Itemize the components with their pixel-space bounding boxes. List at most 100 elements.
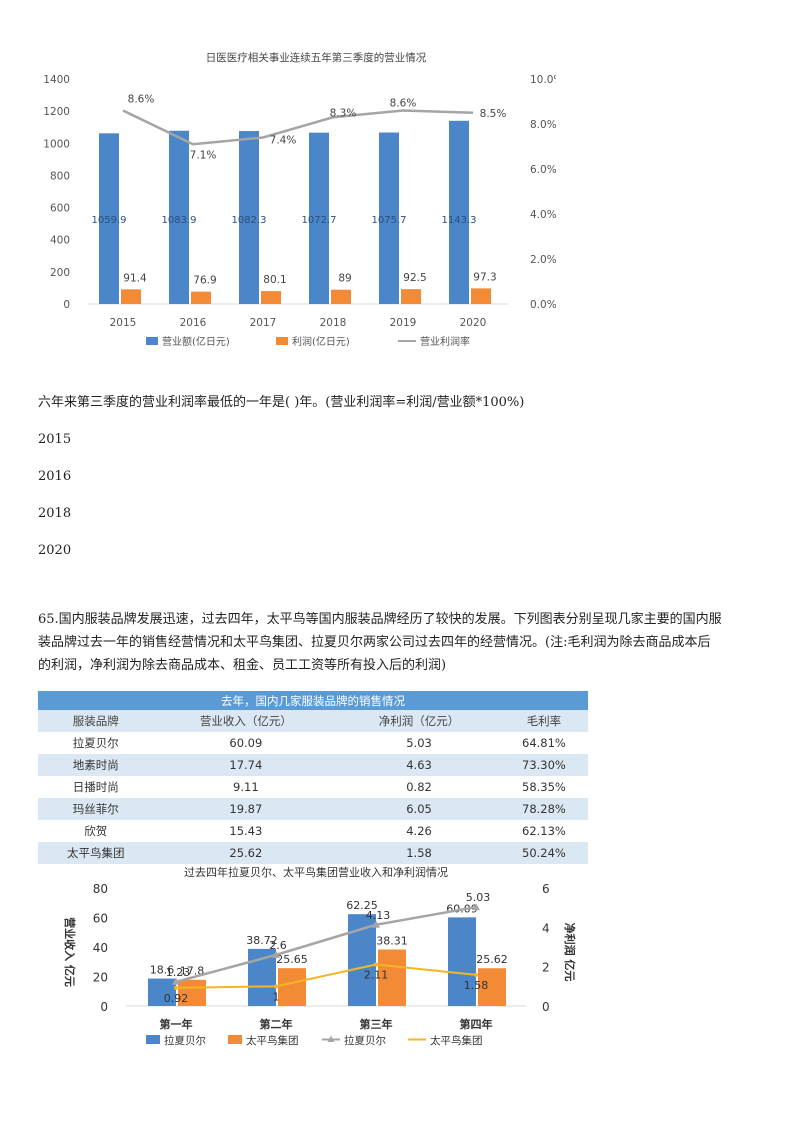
legend-label-tpn-profit: 太平鸟集团	[430, 1034, 483, 1047]
chart2-yleft-tick: 20	[93, 971, 108, 985]
chart1-bar-revenue-label: 1083.9	[162, 215, 197, 226]
chart2-bar-lxbe-revenue-label: 38.72	[246, 934, 278, 947]
chart1-bar-profit-label: 76.9	[193, 275, 216, 287]
chart1-bar-revenue	[309, 132, 329, 304]
legend-label-lxbe-profit: 拉夏贝尔	[344, 1034, 386, 1047]
chart1-x-tick: 2016	[180, 317, 207, 329]
chart1-bar-profit-label: 91.4	[123, 272, 147, 284]
chart2-bar-lxbe-revenue	[448, 917, 476, 1006]
chart1-rate-label: 8.3%	[330, 107, 357, 119]
chart1-yleft-tick: 1200	[43, 106, 70, 118]
legend-label-lxbe-revenue: 拉夏贝尔	[164, 1034, 206, 1047]
option-d[interactable]: 2020	[38, 543, 72, 558]
chart2-yleft-tick: 40	[93, 941, 108, 955]
chart2-tpn-profit-label: 0.92	[164, 992, 189, 1005]
chart1-yleft-tick: 0	[63, 299, 70, 311]
chart1-yleft-tick: 800	[50, 170, 70, 182]
chart2-bar-lxbe-revenue	[148, 978, 176, 1006]
option-b[interactable]: 2016	[38, 469, 72, 484]
table-cell: 58.35%	[499, 776, 588, 798]
chart1-bar-profit	[331, 289, 351, 304]
chart1-x-tick: 2018	[320, 317, 347, 329]
chart2-lxbe-profit-label: 1.23	[166, 966, 191, 979]
table-cell: 玛丝菲尔	[38, 798, 154, 820]
chart2-line-tpn-profit	[175, 963, 477, 989]
chart2-bar-lxbe-revenue-label: 18.6	[150, 964, 175, 977]
chart2-lxbe-profit-label: 2.6	[269, 939, 287, 952]
table-cell: 73.30%	[499, 754, 588, 776]
legend-label-tpn-revenue: 太平鸟集团	[246, 1034, 299, 1047]
option-c[interactable]: 2018	[38, 506, 72, 521]
chart2-marker-tpn-profit	[474, 972, 478, 977]
chart1-yright-tick: 10.0%	[530, 74, 556, 86]
legend-swatch-revenue	[146, 337, 158, 345]
chart2-title: 过去四年拉夏贝尔、太平鸟集团营业收入和净利润情况	[184, 865, 448, 879]
table-cell: 25.62	[153, 842, 339, 864]
chart1-bar-profit	[121, 289, 141, 304]
legend-swatch-profit	[276, 337, 288, 345]
table-title: 去年，国内几家服装品牌的销售情况	[38, 691, 588, 710]
chart2-tpn-profit-label: 1.58	[464, 979, 489, 992]
table-cell: 5.03	[338, 732, 500, 754]
chart2-bar-tpn-revenue-label: 17.8	[180, 965, 205, 978]
chart1-x-tick: 2019	[390, 317, 417, 329]
chart2-bar-tpn-revenue-label: 25.62	[476, 953, 508, 966]
table-row: 欣贺 15.43 4.26 62.13%	[38, 820, 588, 842]
chart2-tpn-profit-label: 1	[273, 990, 280, 1003]
chart2-yright-tick: 6	[542, 882, 550, 896]
chart1-legend: 营业额(亿日元) 利润(亿日元) 营业利润率	[146, 335, 470, 348]
chart2-marker-lxbe-profit	[372, 920, 380, 928]
chart2-x-tick: 第四年	[460, 1017, 493, 1031]
table-row: 拉夏贝尔 60.09 5.03 64.81%	[38, 732, 588, 754]
chart1-yleft-tick: 400	[50, 235, 70, 247]
chart1-bar-revenue	[169, 130, 189, 304]
chart1-yleft-tick: 1400	[43, 74, 70, 86]
table-cell: 19.87	[153, 798, 339, 820]
chart1-yright-tick: 8.0%	[530, 119, 556, 131]
chart1-bar-revenue	[239, 131, 259, 304]
chart1-rate-line	[122, 109, 474, 146]
chart1-x-tick: 2015	[110, 317, 137, 329]
chart2-yright-label: 净利润 亿元	[563, 923, 577, 982]
table-header-net-profit: 净利润（亿元）	[338, 710, 500, 732]
chart2-yleft-label: 营业收入 亿元	[63, 917, 77, 987]
option-a[interactable]: 2015	[38, 432, 72, 447]
chart1-bar-revenue-label: 1072.7	[302, 215, 337, 226]
chart1: 日医医疗相关事业连续五年第三季度的营业情况 1400 1200 1000 800 600…	[43, 51, 556, 348]
table-row: 玛丝菲尔 19.87 6.05 78.28%	[38, 798, 588, 820]
table-row: 地素时尚 17.74 4.63 73.30%	[38, 754, 588, 776]
chart2-line-lxbe-profit	[175, 905, 477, 984]
table-cell: 太平鸟集团	[38, 842, 154, 864]
table-cell: 64.81%	[499, 732, 588, 754]
chart1-bar-revenue	[99, 133, 119, 304]
chart1-bar-revenue	[379, 132, 399, 304]
chart1-bar-profit	[191, 291, 211, 304]
chart1-bar-profit	[471, 288, 491, 304]
question65-line2: 装品牌过去一年的销售经营情况和太平鸟集团、拉夏贝尔两家公司过去四年的经营情况。(…	[38, 635, 711, 650]
chart1-title: 日医医疗相关事业连续五年第三季度的营业情况	[206, 51, 427, 64]
chart2-x-tick: 第二年	[260, 1017, 293, 1031]
table-cell: 4.26	[338, 820, 500, 842]
chart1-rate-label: 7.4%	[270, 135, 297, 147]
chart1-yright-tick: 4.0%	[530, 209, 556, 221]
chart2-yleft-tick: 80	[93, 882, 108, 896]
chart1-x-tick: 2017	[250, 317, 277, 329]
chart2-bar-tpn-revenue-label: 25.65	[276, 953, 308, 966]
table-cell: 15.43	[153, 820, 339, 842]
question65-line3: 的利润，净利润为除去商品成本、租金、员工工资等所有投入后的利润)	[38, 658, 447, 673]
table-row: 太平鸟集团 25.62 1.58 50.24%	[38, 842, 588, 864]
chart2-bar-tpn-revenue	[378, 949, 406, 1006]
legend-label-rate: 营业利润率	[420, 335, 470, 348]
chart1-yright-tick: 0.0%	[530, 299, 556, 311]
chart2-lxbe-profit-label: 5.03	[466, 891, 491, 904]
chart2-yright-tick: 4	[542, 921, 550, 935]
chart1-bar-revenue	[449, 120, 469, 305]
legend-swatch-lxbe-revenue	[146, 1035, 160, 1044]
chart2-marker-lxbe-profit	[472, 903, 480, 911]
chart1-bar-profit-label: 97.3	[473, 271, 496, 283]
chart1-rate-label: 7.1%	[190, 149, 217, 161]
table-cell: 17.74	[153, 754, 339, 776]
chart1-bar-revenue-label: 1082.3	[232, 215, 267, 226]
chart2: 过去四年拉夏贝尔、太平鸟集团营业收入和净利润情况 营业收入 亿元 净利润 亿元 …	[63, 865, 577, 1047]
chart1-bar-revenue-label: 1059.9	[92, 215, 127, 226]
